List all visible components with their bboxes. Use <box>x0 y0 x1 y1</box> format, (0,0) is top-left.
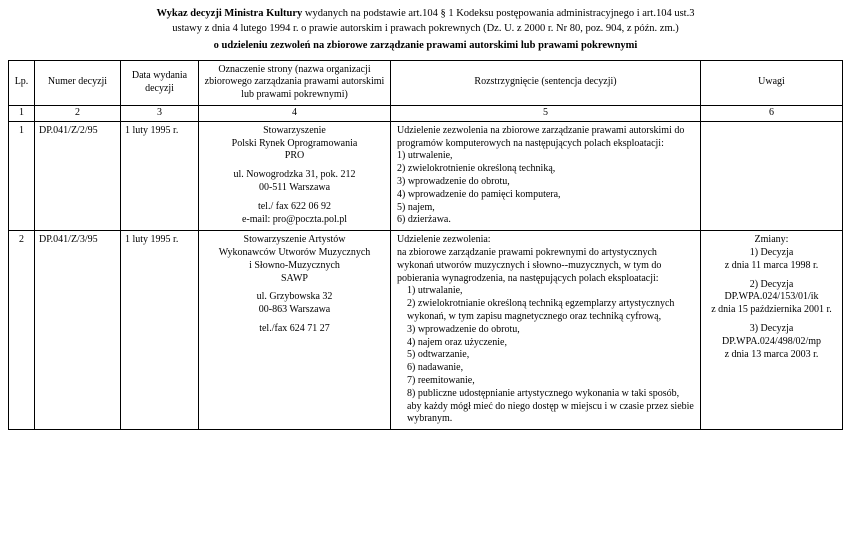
roz-item: 1) utrwalenie, <box>397 150 696 163</box>
header-row: Lp. Numer decyzji Data wydania decyzji O… <box>9 60 843 105</box>
org-line: ul. Grzybowska 32 <box>203 291 386 304</box>
title-block: Wykaz decyzji Ministra Kultury wydanych … <box>8 6 843 54</box>
org-block: Stowarzyszenie Artystów Wykonawców Utwor… <box>203 234 386 336</box>
uwagi-block: Zmiany: 1) Decyzja z dnia 11 marca 1998 … <box>705 234 838 361</box>
roz-intro: na zbiorowe zarządzanie prawami pokrewny… <box>397 247 696 285</box>
cell-lp: 2 <box>9 231 35 430</box>
cell-uwagi <box>701 121 843 230</box>
uwagi-line: DP.WPA.024/498/02/mp <box>705 336 838 349</box>
roz-intro: Udzielenie zezwolenia: <box>397 234 696 247</box>
roz-item: 1) utrwalanie, <box>397 285 696 298</box>
uwagi-head: Zmiany: <box>705 234 838 247</box>
org-line: PRO <box>203 150 386 163</box>
cell-roz: Udzielenie zezwolenia na zbiorowe zarząd… <box>391 121 701 230</box>
org-line: Wykonawców Utworów Muzycznych <box>203 247 386 260</box>
org-line: i Słowno-Muzycznych <box>203 260 386 273</box>
org-line: 00-511 Warszawa <box>203 182 386 195</box>
org-line: Stowarzyszenie Artystów <box>203 234 386 247</box>
org-line: Polski Rynek Oprogramowania <box>203 138 386 151</box>
colnum-3: 3 <box>121 106 199 122</box>
col-lp: Lp. <box>9 60 35 105</box>
roz-block: Udzielenie zezwolenia na zbiorowe zarząd… <box>395 125 696 227</box>
title-rest: wydanych na podstawie art.104 § 1 Kodeks… <box>302 8 694 19</box>
roz-item: 6) dzierżawa. <box>397 214 696 227</box>
title-strong: Wykaz decyzji Ministra Kultury <box>157 8 303 19</box>
cell-data: 1 luty 1995 r. <box>121 121 199 230</box>
table-row: 2 DP.041/Z/3/95 1 luty 1995 r. Stowarzys… <box>9 231 843 430</box>
uwagi-line: 1) Decyzja <box>705 247 838 260</box>
colnum-6: 6 <box>701 106 843 122</box>
uwagi-line: 2) Decyzja <box>705 279 838 292</box>
roz-intro: Udzielenie zezwolenia na zbiorowe zarząd… <box>397 125 696 151</box>
org-block: Stowarzyszenie Polski Rynek Oprogramowan… <box>203 125 386 227</box>
col-data: Data wydania decyzji <box>121 60 199 105</box>
cell-org: Stowarzyszenie Artystów Wykonawców Utwor… <box>199 231 391 430</box>
decisions-table: Lp. Numer decyzji Data wydania decyzji O… <box>8 60 843 431</box>
org-line: tel./fax 624 71 27 <box>203 323 386 336</box>
table-head: Lp. Numer decyzji Data wydania decyzji O… <box>9 60 843 105</box>
uwagi-line: z dnia 11 marca 1998 r. <box>705 260 838 273</box>
org-line: 00-863 Warszawa <box>203 304 386 317</box>
table-row: 1 DP.041/Z/2/95 1 luty 1995 r. Stowarzys… <box>9 121 843 230</box>
roz-item: 2) zwielokrotnianie określoną techniką e… <box>397 298 696 324</box>
uwagi-line: 3) Decyzja <box>705 323 838 336</box>
colnum-2: 2 <box>35 106 121 122</box>
cell-data: 1 luty 1995 r. <box>121 231 199 430</box>
uwagi-line: z dnia 15 października 2001 r. <box>705 304 838 317</box>
roz-block: Udzielenie zezwolenia: na zbiorowe zarzą… <box>395 234 696 426</box>
cell-lp: 1 <box>9 121 35 230</box>
page: Wykaz decyzji Ministra Kultury wydanych … <box>0 0 851 536</box>
col-uwagi: Uwagi <box>701 60 843 105</box>
colnum-4: 4 <box>199 106 391 122</box>
org-line: tel./ fax 622 06 92 <box>203 201 386 214</box>
roz-item: 3) wprowadzenie do obrotu, <box>397 176 696 189</box>
colnum-1: 1 <box>9 106 35 122</box>
cell-uwagi: Zmiany: 1) Decyzja z dnia 11 marca 1998 … <box>701 231 843 430</box>
roz-item: 2) zwielokrotnienie określoną techniką, <box>397 163 696 176</box>
cell-numer: DP.041/Z/3/95 <box>35 231 121 430</box>
col-numer: Numer decyzji <box>35 60 121 105</box>
roz-item: 7) reemitowanie, <box>397 375 696 388</box>
roz-item: 4) najem oraz użyczenie, <box>397 337 696 350</box>
org-line: e-mail: pro@poczta.pol.pl <box>203 214 386 227</box>
roz-item: 3) wprowadzenie do obrotu, <box>397 324 696 337</box>
title-line-2: ustawy z dnia 4 lutego 1994 r. o prawie … <box>8 21 843 36</box>
roz-item: 4) wprowadzenie do pamięci komputera, <box>397 189 696 202</box>
col-roz: Rozstrzygnięcie (sentencja decyzji) <box>391 60 701 105</box>
roz-item: 5) odtwarzanie, <box>397 349 696 362</box>
org-line: Stowarzyszenie <box>203 125 386 138</box>
title-line-3: o udzieleniu zezwoleń na zbiorowe zarząd… <box>8 38 843 53</box>
cell-numer: DP.041/Z/2/95 <box>35 121 121 230</box>
roz-item: 5) najem, <box>397 202 696 215</box>
org-line: SAWP <box>203 273 386 286</box>
org-line: ul. Nowogrodzka 31, pok. 212 <box>203 169 386 182</box>
column-number-row: 1 2 3 4 5 6 <box>9 106 843 122</box>
uwagi-line: DP.WPA.024/153/01/ik <box>705 291 838 304</box>
title-line-1: Wykaz decyzji Ministra Kultury wydanych … <box>8 6 843 21</box>
uwagi-line: z dnia 13 marca 2003 r. <box>705 349 838 362</box>
roz-item: 8) publiczne udostępnianie artystycznego… <box>397 388 696 426</box>
cell-roz: Udzielenie zezwolenia: na zbiorowe zarzą… <box>391 231 701 430</box>
cell-org: Stowarzyszenie Polski Rynek Oprogramowan… <box>199 121 391 230</box>
colnum-5: 5 <box>391 106 701 122</box>
roz-item: 6) nadawanie, <box>397 362 696 375</box>
col-org: Oznaczenie strony (nazwa organizacji zbi… <box>199 60 391 105</box>
